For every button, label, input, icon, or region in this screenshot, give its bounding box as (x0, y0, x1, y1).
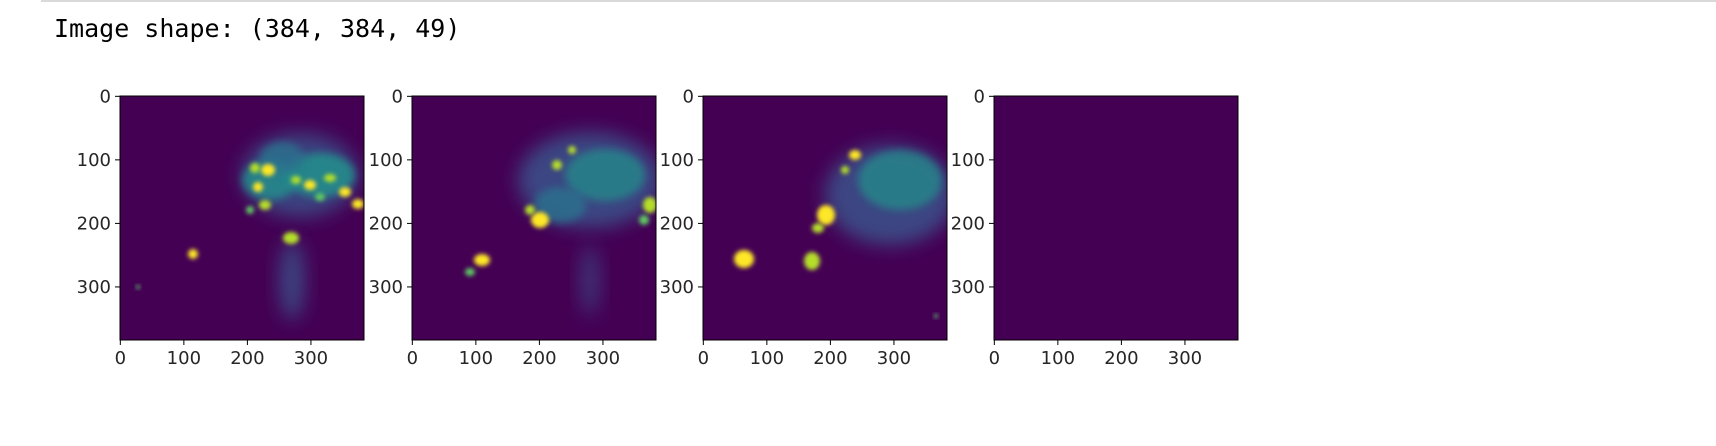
panel-4-axes: 0 100 200 300 0 100 200 300 (951, 86, 1202, 369)
panel-1-ytick-label: 0 (100, 86, 111, 107)
panel-4-ytick-label: 200 (951, 213, 985, 234)
panel-1-heatmap (136, 133, 364, 320)
panel-1-xtick-label: 100 (167, 348, 201, 369)
subplot-panel-3 (702, 95, 948, 341)
panel-2-ytick-label: 0 (392, 86, 403, 107)
panel-1-ytick-label: 200 (77, 213, 111, 234)
panel-2-axes: 0 100 200 300 0 100 200 300 (369, 86, 620, 369)
panel-2-heatmap (465, 132, 656, 315)
panel-1-xtick-label: 0 (115, 348, 126, 369)
panel-2-ytick-label: 200 (369, 213, 403, 234)
panel-4-background (994, 96, 1238, 340)
panel-3-xtick-label: 200 (813, 348, 847, 369)
subplot-panel-4 (993, 95, 1239, 341)
output-cell-border (41, 0, 1716, 2)
panel-2-ytick-label: 100 (369, 150, 403, 171)
panel-1-ytick-label: 300 (77, 277, 111, 298)
panel-3-frame (702, 95, 948, 341)
panel-3-ytick-label: 100 (660, 150, 694, 171)
output-text: Image shape: (384, 384, 49) (54, 14, 461, 43)
panel-4-ytick-label: 100 (951, 150, 985, 171)
panel-3-ytick-label: 0 (683, 86, 694, 107)
panel-4-frame (993, 95, 1239, 341)
panel-1-axes: 0 100 200 300 0 100 200 300 (77, 86, 328, 369)
panel-4-xtick-label: 0 (989, 348, 1000, 369)
panel-1-xtick-label: 200 (230, 348, 264, 369)
panel-3-ytick-label: 300 (660, 277, 694, 298)
panel-2-xtick-label: 300 (586, 348, 620, 369)
panel-3-xtick-label: 0 (698, 348, 709, 369)
panel-4-xtick-label: 200 (1104, 348, 1138, 369)
panel-2-ytick-label: 300 (369, 277, 403, 298)
subplot-panel-2 (411, 95, 657, 341)
axes-ticks-layer: 0 100 200 300 0 100 200 300 0 100 200 300 0 100 200 300… (77, 86, 1202, 369)
panel-3-heatmap (734, 145, 947, 318)
panel-3-axes: 0 100 200 300 0 100 200 300 (660, 86, 911, 369)
panel-3-xtick-label: 100 (750, 348, 784, 369)
panel-4-xtick-label: 300 (1168, 348, 1202, 369)
panel-3-xtick-label: 300 (877, 348, 911, 369)
panel-4-xtick-label: 100 (1041, 348, 1075, 369)
panel-2-xtick-label: 200 (522, 348, 556, 369)
panel-4-ytick-label: 0 (974, 86, 985, 107)
panel-1-ytick-label: 100 (77, 150, 111, 171)
panel-2-xtick-label: 100 (459, 348, 493, 369)
panel-3-ytick-label: 200 (660, 213, 694, 234)
panel-1-xtick-label: 300 (294, 348, 328, 369)
panel-2-frame (411, 95, 657, 341)
panel-1-background (120, 96, 364, 340)
panel-4-ytick-label: 300 (951, 277, 985, 298)
subplot-panel-1 (119, 95, 365, 341)
panel-2-xtick-label: 0 (407, 348, 418, 369)
panel-1-frame (119, 95, 365, 341)
